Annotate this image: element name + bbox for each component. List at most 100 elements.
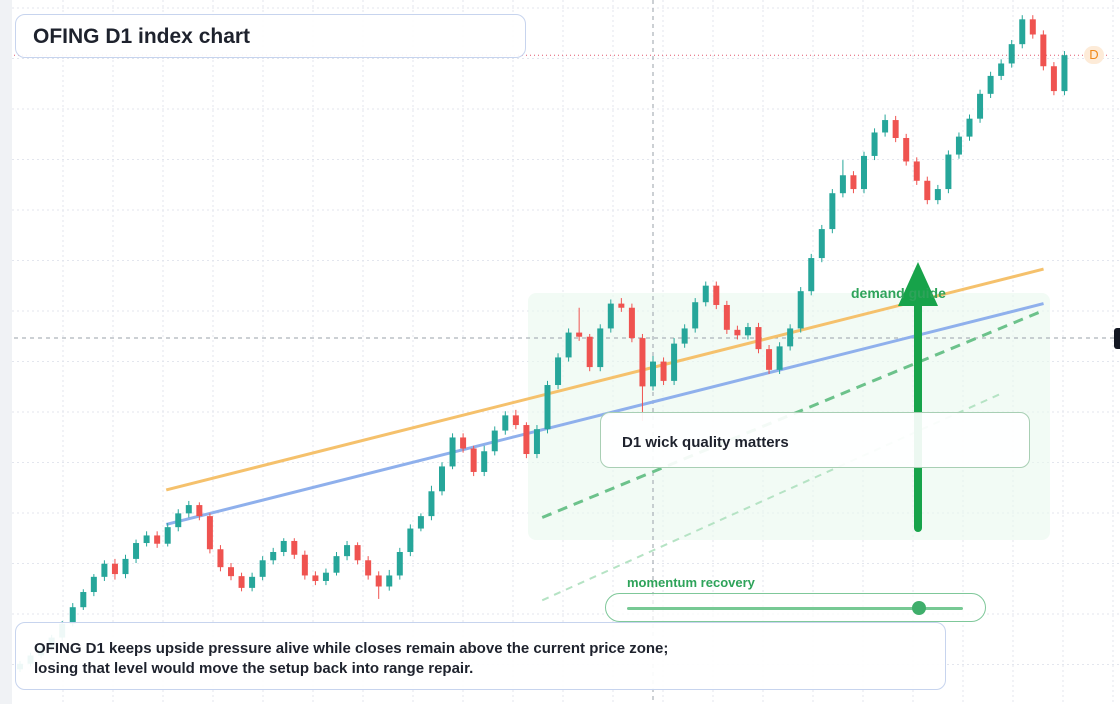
wick-quality-note-text: D1 wick quality matters [622,434,789,451]
candle-body [80,592,87,608]
candle-body [206,516,213,550]
candle-body [280,540,287,552]
candle-body [766,349,773,370]
candle-body [502,415,509,431]
candle-body [1019,19,1026,45]
candle-body [386,575,393,587]
momentum-slider[interactable] [605,593,986,622]
candle-body [565,332,572,358]
candle-body [122,558,129,575]
candle-body [449,437,456,467]
candle-body [692,302,699,329]
candle-body [228,567,234,577]
candle-body [333,556,340,573]
trendline-momentum-trend [541,309,1045,519]
candle-body [681,328,688,344]
chart-title: OFING D1 index chart [33,25,251,48]
candle-body [903,138,910,162]
candle-body [998,63,1005,76]
candle-body [533,429,540,455]
candle-body [90,576,97,593]
trendline-upper-channel [165,267,1044,492]
candle-body [375,575,382,587]
candle-body [111,563,118,575]
candle-body [354,545,361,561]
candle-body [829,193,836,230]
candle-body [417,516,424,529]
candle-body [882,120,889,133]
candle-body [955,136,962,155]
candle-body [818,229,825,259]
candle-body [607,303,614,329]
candle-body [755,327,762,350]
candle-body [185,505,192,514]
candle-body [702,285,709,303]
left-toolbar-strip [0,0,12,704]
candle-body [249,576,256,588]
candle-body [238,576,245,588]
candle-body [217,549,224,568]
candle-body [744,327,751,336]
candle-body [407,528,414,552]
momentum-slider-knob[interactable] [912,601,927,615]
candle-body [734,329,741,336]
candle-body [439,466,445,492]
candle-body [639,338,646,387]
candle-body [776,346,783,370]
candle-body [892,120,899,138]
candle-body [259,560,266,577]
crosshair-price-tag [1114,328,1120,349]
demand-arrow-head [898,262,938,306]
summary-panel: OFING D1 keeps upside pressure alive whi… [15,622,946,690]
candle-body [861,155,867,190]
candle-body [1040,34,1047,67]
candle-body [1029,19,1036,35]
candle-body [850,175,857,190]
candle-body [396,552,403,576]
candle-body [660,361,667,381]
candle-body [987,75,994,94]
candle-body [1061,55,1068,92]
candle-body [934,189,941,201]
summary-line-1: OFING D1 keeps upside pressure alive whi… [34,640,669,657]
candle-body [196,505,203,517]
candle-body [101,563,108,577]
candle-body [291,540,298,555]
candle-body [512,415,519,426]
candle-body [1050,66,1057,92]
demand-guide-label: demand guide [851,285,946,301]
candle-body [913,161,920,181]
candle-body [322,572,329,581]
candle-body [69,607,76,624]
candle-body [365,560,372,576]
candle-body [470,448,477,472]
candle-body [966,118,973,137]
candle-body [797,291,804,329]
candle-body [871,132,878,156]
candle-body [945,154,952,190]
last-price-badge: D [1084,46,1104,64]
candle-body [977,93,984,119]
candle-body [175,513,182,528]
candle-body [1008,44,1015,64]
candle-body [713,285,720,305]
candle-body [628,307,635,339]
momentum-slider-track [627,607,963,610]
candle-body [301,554,308,576]
momentum-label: momentum recovery [627,575,755,590]
title-panel: OFING D1 index chart [15,14,526,58]
candle-body [787,328,794,347]
candle-body [586,336,593,368]
candle-body [544,385,551,430]
candle-body [597,328,604,368]
candle-body [164,527,171,544]
candle-body [808,258,815,292]
candle-body [723,304,730,330]
candle-body [491,430,498,452]
candle-body [481,451,488,472]
candle-body [133,543,140,559]
candle-body [671,343,678,381]
candle-body [344,545,351,557]
candle-body [650,361,656,387]
wick-quality-note: D1 wick quality matters [600,412,1030,468]
